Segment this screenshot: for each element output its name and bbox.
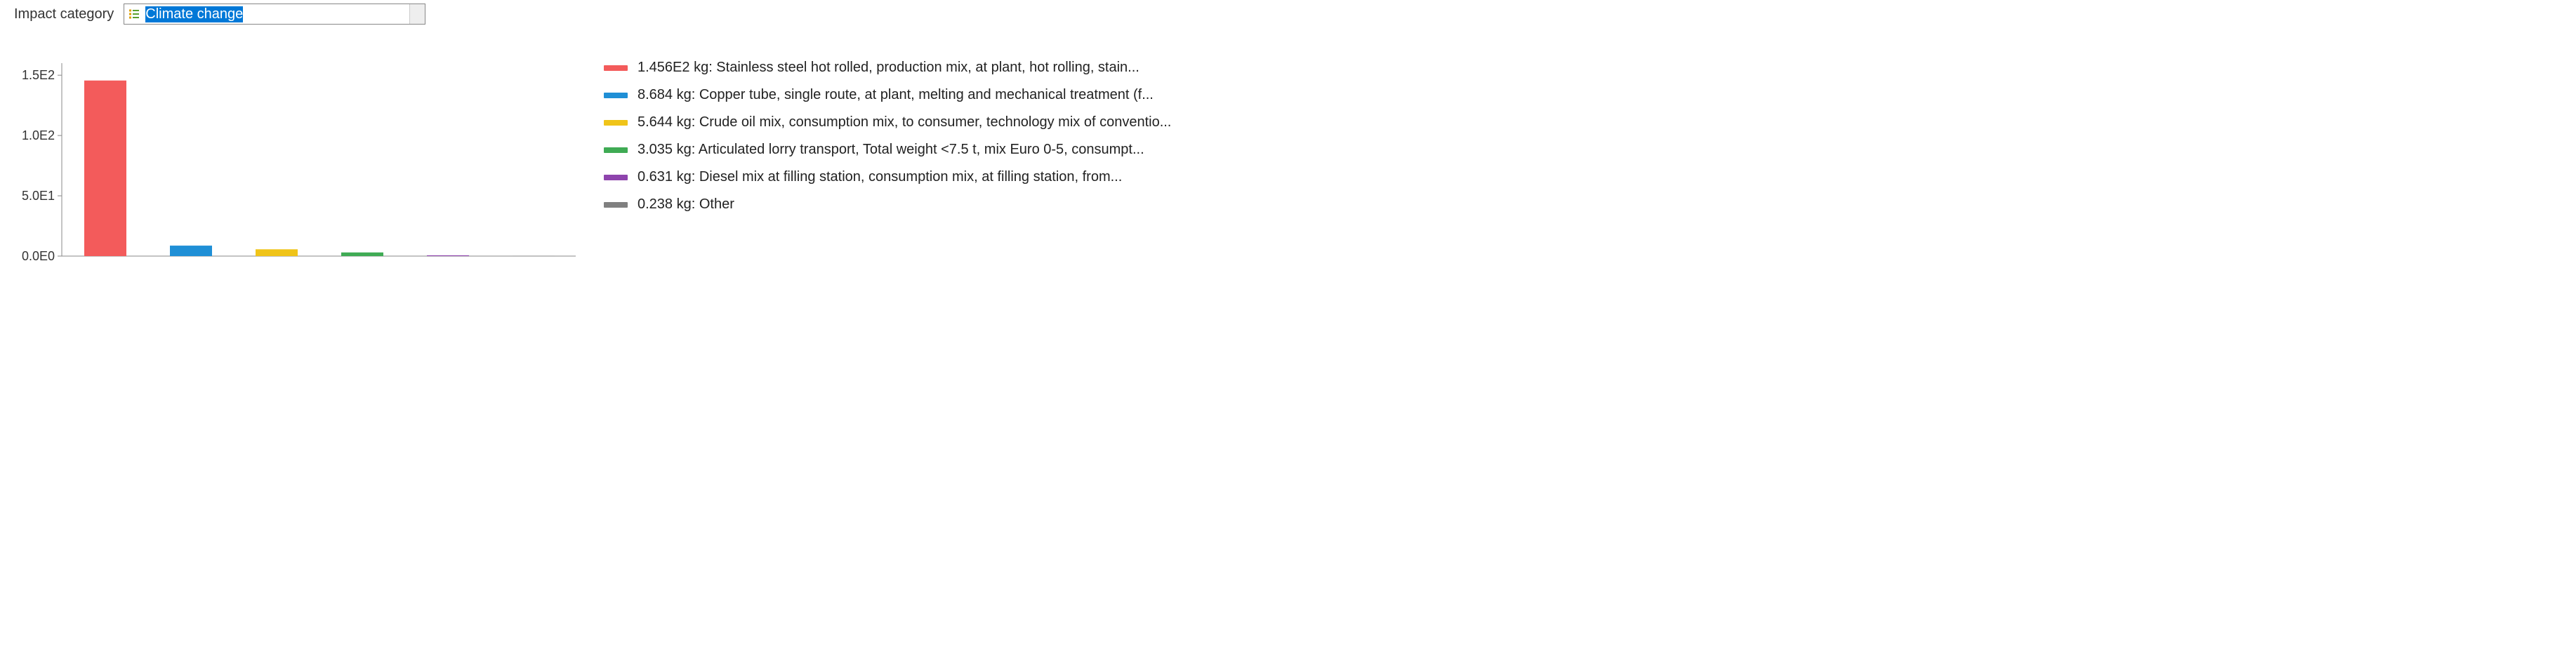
legend-swatch (604, 93, 628, 98)
legend-swatch (604, 120, 628, 126)
legend-item: 0.238 kg: Other (604, 196, 1171, 213)
dropdown-value: Climate change (144, 6, 409, 22)
legend-item: 0.631 kg: Diesel mix at filling station,… (604, 169, 1171, 185)
list-icon (127, 7, 141, 21)
legend-text: 5.644 kg: Crude oil mix, consumption mix… (638, 114, 1171, 131)
legend-item: 5.644 kg: Crude oil mix, consumption mix… (604, 114, 1171, 131)
bar (84, 81, 126, 256)
legend: 1.456E2 kg: Stainless steel hot rolled, … (604, 60, 1171, 224)
bar-chart: 0.0E0 5.0E1 1.0E2 1.5E2 (14, 60, 576, 274)
y-tick-label: 5.0E1 (22, 189, 55, 203)
legend-text: 0.631 kg: Diesel mix at filling station,… (638, 169, 1122, 185)
legend-item: 8.684 kg: Copper tube, single route, at … (604, 87, 1171, 103)
bar (170, 246, 212, 256)
filter-row: Impact category Climate change (14, 4, 2562, 25)
y-tick-label: 1.5E2 (22, 68, 55, 82)
legend-swatch (604, 147, 628, 153)
chevron-down-icon[interactable] (409, 4, 425, 24)
legend-swatch (604, 65, 628, 71)
bar (427, 255, 469, 256)
legend-text: 3.035 kg: Articulated lorry transport, T… (638, 142, 1144, 158)
bar (513, 256, 555, 257)
legend-swatch (604, 175, 628, 180)
legend-text: 8.684 kg: Copper tube, single route, at … (638, 87, 1154, 103)
bar (256, 249, 298, 256)
y-tick-label: 0.0E0 (22, 249, 55, 263)
impact-category-dropdown[interactable]: Climate change (124, 4, 425, 25)
impact-category-label: Impact category (14, 6, 114, 22)
y-tick-label: 1.0E2 (22, 128, 55, 142)
legend-item: 3.035 kg: Articulated lorry transport, T… (604, 142, 1171, 158)
main-content: 0.0E0 5.0E1 1.0E2 1.5E2 1.456E2 kg: Stainle… (14, 60, 2562, 274)
legend-text: 0.238 kg: Other (638, 196, 734, 213)
legend-swatch (604, 202, 628, 208)
bar (341, 253, 383, 256)
legend-item: 1.456E2 kg: Stainless steel hot rolled, … (604, 60, 1171, 76)
legend-text: 1.456E2 kg: Stainless steel hot rolled, … (638, 60, 1140, 76)
